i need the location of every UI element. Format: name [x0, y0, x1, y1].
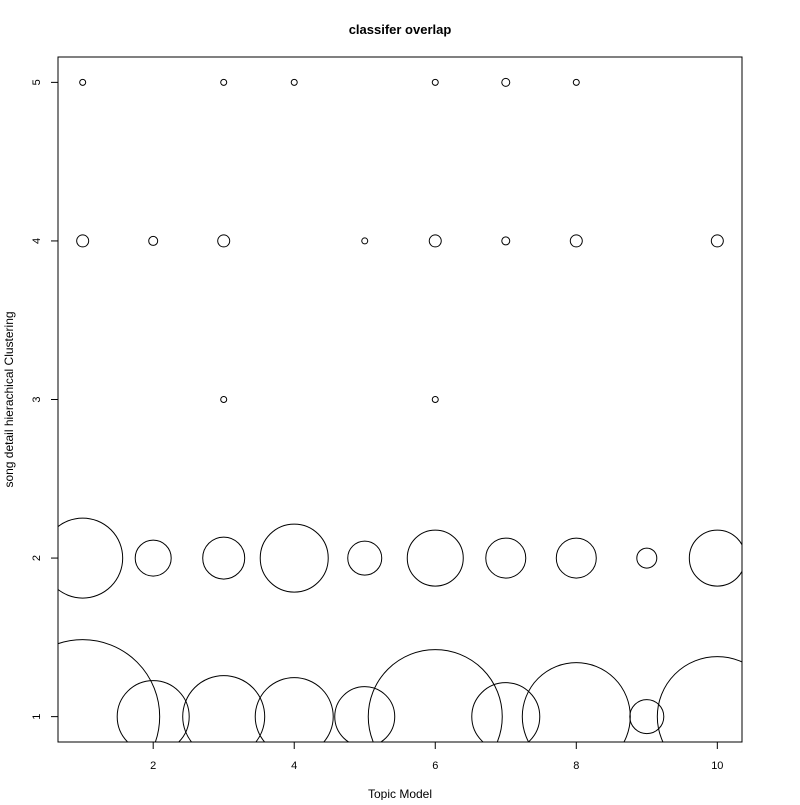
data-point-6-3 — [431, 396, 439, 403]
y-axis: 1 2 3 4 5 — [31, 79, 58, 720]
data-point-3-5 — [220, 78, 228, 86]
x-tick-label-8: 8 — [573, 760, 579, 772]
data-point-9-1 — [629, 699, 665, 735]
x-axis-label: Topic Model — [368, 787, 432, 800]
chart-title: classifer overlap — [349, 22, 452, 37]
points-layer — [58, 77, 742, 742]
data-point-8-4 — [569, 234, 583, 248]
y-tick-label-2: 2 — [31, 555, 43, 561]
data-point-5-1 — [334, 686, 396, 742]
x-tick-label-10: 10 — [711, 760, 723, 772]
x-tick-label-2: 2 — [150, 760, 156, 772]
data-point-4-2 — [259, 523, 329, 593]
x-axis: 2 4 6 8 10 — [150, 742, 723, 772]
data-point-10-1 — [656, 656, 742, 742]
data-point-8-2 — [555, 537, 597, 579]
data-point-2-2 — [134, 539, 172, 577]
plot-frame — [57, 56, 743, 743]
y-tick-label-5: 5 — [31, 79, 43, 85]
data-point-9-2 — [636, 547, 658, 569]
x-tick-label-6: 6 — [432, 760, 438, 772]
data-point-2-4 — [148, 235, 159, 246]
data-point-1-1 — [58, 639, 161, 742]
data-point-7-5 — [501, 77, 511, 87]
data-point-4-1 — [254, 677, 334, 742]
data-point-3-1 — [182, 675, 266, 742]
data-point-3-2 — [202, 536, 246, 580]
data-point-6-1 — [367, 649, 503, 742]
y-tick-label-3: 3 — [31, 396, 43, 402]
data-point-5-4 — [361, 237, 369, 245]
y-tick-label-4: 4 — [31, 238, 43, 244]
data-point-7-2 — [485, 537, 527, 579]
data-point-1-5 — [79, 78, 87, 86]
data-point-1-4 — [76, 234, 90, 248]
x-tick-label-4: 4 — [291, 760, 297, 772]
y-tick-label-1: 1 — [31, 714, 43, 720]
y-axis-label: song detail hierachical Clustering — [2, 311, 16, 487]
data-point-4-5 — [290, 78, 298, 86]
data-point-3-4 — [217, 234, 231, 248]
data-point-2-1 — [116, 680, 190, 742]
data-point-8-5 — [572, 78, 580, 86]
data-point-10-2 — [688, 529, 742, 587]
data-point-1-2 — [58, 517, 124, 599]
data-point-7-4 — [501, 236, 511, 246]
data-point-5-2 — [347, 540, 383, 576]
data-point-8-1 — [521, 662, 631, 742]
data-point-6-2 — [406, 529, 464, 587]
data-point-3-3 — [220, 396, 228, 403]
data-point-6-4 — [428, 234, 442, 248]
data-point-6-5 — [431, 78, 439, 86]
data-point-7-1 — [471, 682, 541, 742]
data-point-10-4 — [710, 234, 724, 248]
